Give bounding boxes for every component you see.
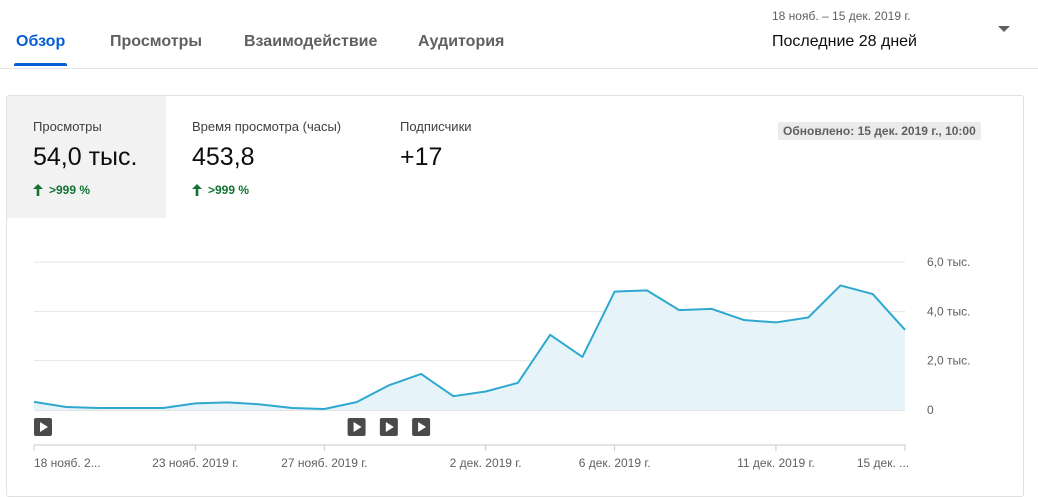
y-tick-label: 2,0 тыс. [927,354,970,368]
tab-audience[interactable]: Аудитория [418,33,505,50]
updated-badge: Обновлено: 15 дек. 2019 г., 10:00 [778,122,981,140]
metric-label: Просмотры [33,119,102,134]
y-tick-label: 0 [927,403,934,417]
video-marker-icon[interactable] [379,418,398,436]
tab-overview[interactable]: Обзор [16,33,66,50]
tab-engagement[interactable]: Взаимодействие [244,33,378,50]
x-tick-label: 23 нояб. 2019 г. [152,456,238,470]
overview-card: Просмотры 54,0 тыс. >999 % Время просмот… [6,95,1024,497]
x-tick-label: 6 дек. 2019 г. [579,456,651,470]
video-marker-icon[interactable] [412,418,431,436]
y-tick-label: 4,0 тыс. [927,304,970,318]
arrow-drop-down-icon[interactable] [996,24,1012,34]
arrow-up-icon [33,184,43,196]
video-marker-icon[interactable] [347,418,366,436]
tab-bar: Обзор Просмотры Взаимодействие Аудитория… [0,0,1038,69]
date-range-selected: Последние 28 дней [772,33,917,50]
metric-watch-time[interactable]: Время просмотра (часы) 453,8 >999 % [166,96,374,218]
metric-delta-text: >999 % [208,183,250,197]
y-tick-label: 6,0 тыс. [927,255,970,269]
metric-value: +17 [400,143,443,171]
metric-value: 54,0 тыс. [33,143,138,171]
metric-delta: >999 % [192,183,249,197]
views-chart: 0 2,0 тыс. 4,0 тыс. 6,0 тыс. 18 нояб. 2... 23… [33,255,970,470]
x-tick-label: 18 нояб. 2... [34,456,101,470]
x-tick-label: 11 дек. 2019 г. [737,456,815,470]
tab-views[interactable]: Просмотры [110,33,203,50]
date-range-text: 18 нояб. – 15 дек. 2019 г. [772,9,911,23]
series-line [33,284,906,411]
metric-delta: >999 % [33,183,90,197]
video-marker-icon[interactable] [34,418,52,436]
active-tab-indicator [14,63,67,66]
x-tick-label: 2 дек. 2019 г. [450,456,522,470]
x-tick-label: 27 нояб. 2019 г. [281,456,367,470]
metric-views[interactable]: Просмотры 54,0 тыс. >999 % [7,96,166,218]
metric-label: Время просмотра (часы) [192,119,342,134]
series-area [34,285,905,410]
metric-subscribers[interactable]: Подписчики +17 [374,96,582,218]
metric-delta-text: >999 % [49,183,91,197]
date-range-picker[interactable]: 18 нояб. – 15 дек. 2019 г. Последние 28 … [758,0,1018,66]
metric-label: Подписчики [400,119,472,134]
arrow-up-icon [192,184,202,196]
metric-value: 453,8 [192,143,255,171]
x-tick-label: 15 дек. ... [857,456,909,470]
